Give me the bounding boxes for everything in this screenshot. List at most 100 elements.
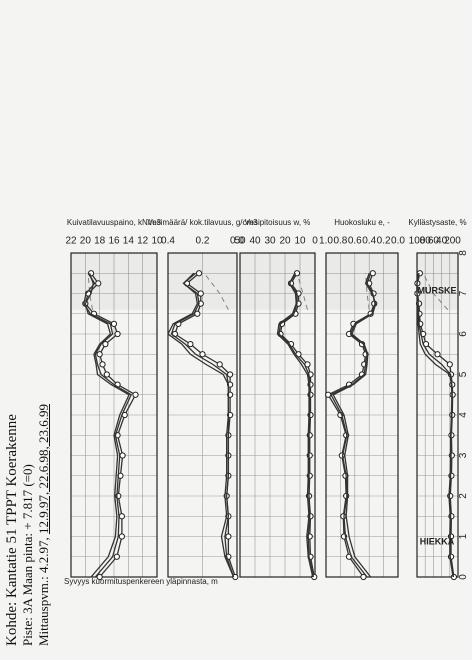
depth-tick-label: 8 bbox=[458, 250, 469, 256]
data-point bbox=[96, 573, 103, 581]
value-tick-label: 0.6 bbox=[348, 236, 362, 247]
depth-tick-label: 4 bbox=[458, 412, 469, 418]
depth-tick-label: 2 bbox=[458, 493, 469, 499]
panel-frame bbox=[416, 252, 459, 578]
value-tick-label: 20 bbox=[279, 236, 291, 247]
data-point bbox=[99, 361, 106, 368]
value-tick-label: 60 bbox=[428, 236, 440, 247]
data-point bbox=[227, 371, 234, 378]
series-line-3 bbox=[167, 272, 235, 578]
series-line-3 bbox=[416, 273, 454, 578]
series-line-3 bbox=[84, 273, 130, 578]
series-line-2 bbox=[83, 272, 133, 578]
value-tick-label: 0.2 bbox=[377, 236, 391, 247]
panel-axis-label: Kuivatilavuuspaino, kN/m3 bbox=[67, 218, 162, 227]
data-point bbox=[197, 290, 204, 297]
dashed-series-line bbox=[87, 273, 93, 310]
value-tick-label: 1.0 bbox=[319, 236, 333, 247]
value-tick-label: 40 bbox=[436, 236, 448, 247]
data-point bbox=[360, 573, 367, 581]
value-tick-label: 10 bbox=[294, 236, 306, 247]
zone-label-hiekka: HIEKKA bbox=[420, 537, 455, 547]
panel-frame bbox=[70, 252, 158, 578]
depth-tick-label: 1 bbox=[458, 533, 469, 539]
panel-frame bbox=[239, 252, 316, 578]
series-line-1 bbox=[327, 273, 375, 578]
data-point bbox=[187, 341, 194, 348]
panel-axis-label: Kyllästysaste, % bbox=[408, 218, 466, 227]
depth-tick-label: 7 bbox=[458, 290, 469, 296]
series-line-2 bbox=[416, 273, 455, 578]
panel-water-content-vol: 0.0 0.2 0.4 Vesimäärä/ kok.tilavuus, g/cm3 bbox=[147, 218, 258, 581]
value-tick-label: 50 bbox=[234, 236, 246, 247]
data-point bbox=[325, 391, 332, 398]
value-tick-label: 0.0 bbox=[391, 236, 405, 247]
value-tick-label: 0.4 bbox=[362, 236, 376, 247]
dashed-series-line bbox=[422, 273, 449, 310]
dashed-series-line bbox=[365, 273, 370, 310]
zone-labels: HIEKKA MURSKE bbox=[417, 286, 456, 547]
dashed-series-line bbox=[203, 272, 229, 310]
data-point bbox=[96, 351, 103, 358]
value-tick-label: 10 bbox=[151, 236, 163, 247]
series-line-2 bbox=[278, 272, 315, 578]
series-line-1 bbox=[416, 273, 455, 578]
data-point bbox=[225, 533, 232, 540]
series-line-2 bbox=[170, 272, 235, 578]
depth-tick-label: 5 bbox=[458, 371, 469, 377]
value-tick-label: 0 bbox=[455, 236, 461, 247]
data-point bbox=[119, 452, 126, 459]
data-point bbox=[110, 320, 118, 327]
value-tick-label: 40 bbox=[249, 236, 261, 247]
data-point bbox=[232, 573, 239, 581]
data-point bbox=[118, 533, 125, 540]
panel-frame bbox=[167, 252, 238, 578]
data-point bbox=[118, 513, 125, 520]
value-tick-label: 14 bbox=[123, 236, 135, 247]
value-tick-label: 0.8 bbox=[333, 236, 347, 247]
data-point bbox=[199, 351, 206, 358]
value-tick-label: 30 bbox=[264, 236, 276, 247]
series-line-3 bbox=[276, 272, 314, 578]
murske-shade bbox=[417, 253, 458, 310]
value-tick-label: 0.0 bbox=[230, 236, 244, 247]
value-tick-label: 0 bbox=[312, 236, 318, 247]
depth-axis: 0 1 2 3 4 5 6 7 8 Syvyys kuormituspenkereen yläpi… bbox=[64, 250, 469, 586]
value-tick-label: 0.2 bbox=[196, 236, 210, 247]
panel-axis-label: Vesipitoisuus w, % bbox=[245, 218, 311, 227]
value-tick-label: 20 bbox=[80, 236, 92, 247]
data-point bbox=[132, 391, 139, 398]
series-line-1 bbox=[84, 272, 137, 578]
data-point bbox=[446, 361, 453, 368]
value-tick-label: 12 bbox=[137, 236, 149, 247]
depth-tick-label: 3 bbox=[458, 452, 469, 458]
series-line-2 bbox=[330, 273, 376, 578]
data-point bbox=[369, 270, 376, 277]
data-point bbox=[434, 351, 441, 358]
dashed-series-line bbox=[296, 273, 308, 310]
depth-tick-label: 0 bbox=[458, 574, 469, 580]
depth-axis-label: Syvyys kuormituspenkereen yläpinnasta, m bbox=[64, 577, 218, 586]
depth-tick-label: 6 bbox=[458, 331, 469, 337]
data-point bbox=[95, 280, 102, 287]
data-point bbox=[102, 341, 109, 348]
data-point bbox=[113, 553, 120, 560]
murske-shade bbox=[168, 253, 237, 310]
panel-axis-label: Vesimäärä/ kok.tilavuus, g/cm3 bbox=[147, 218, 258, 227]
value-tick-label: 0.4 bbox=[161, 236, 175, 247]
data-point bbox=[114, 330, 121, 338]
panel-axis-label: Huokosluku e, - bbox=[334, 218, 390, 227]
data-point bbox=[194, 310, 201, 317]
series-line-3 bbox=[332, 273, 377, 578]
data-point bbox=[195, 270, 203, 277]
zone-label-murske: MURSKE bbox=[417, 286, 456, 296]
data-point bbox=[338, 452, 345, 459]
data-point bbox=[340, 513, 347, 520]
value-tick-label: 22 bbox=[65, 236, 77, 247]
value-tick-label: 20 bbox=[444, 236, 456, 247]
